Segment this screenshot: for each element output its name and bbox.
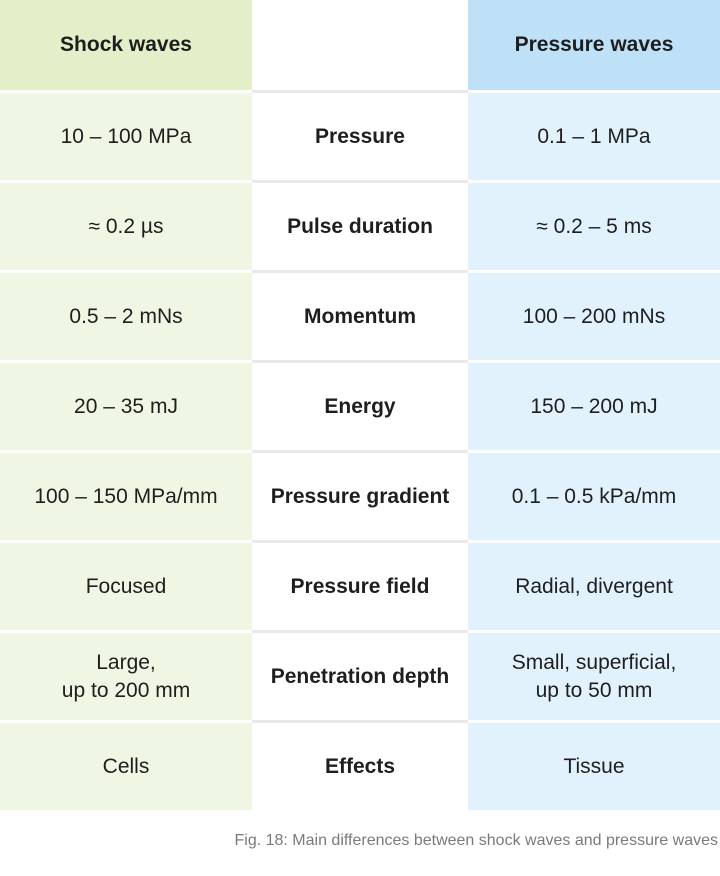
table-row: Cells Effects Tissue xyxy=(0,720,720,810)
table-row: 100 – 150 MPa/mm Pressure gradient 0.1 –… xyxy=(0,450,720,540)
table-row: 20 – 35 mJ Energy 150 – 200 mJ xyxy=(0,360,720,450)
table-row: Focused Pressure field Radial, divergent xyxy=(0,540,720,630)
pressure-value: 100 – 200 mNs xyxy=(468,270,720,360)
comparison-table: Shock waves Pressure waves 10 – 100 MPa … xyxy=(0,0,720,810)
shock-value: 100 – 150 MPa/mm xyxy=(0,450,252,540)
pressure-value: 0.1 – 1 MPa xyxy=(468,90,720,180)
parameter-label: Momentum xyxy=(252,270,468,360)
pressure-value: ≈ 0.2 – 5 ms xyxy=(468,180,720,270)
pressure-value: Small, superficial, up to 50 mm xyxy=(468,630,720,720)
table-row: 0.5 – 2 mNs Momentum 100 – 200 mNs xyxy=(0,270,720,360)
pressure-value: 150 – 200 mJ xyxy=(468,360,720,450)
pressure-value: Tissue xyxy=(468,720,720,810)
parameter-label: Pressure field xyxy=(252,540,468,630)
shock-value: Cells xyxy=(0,720,252,810)
parameter-label: Pressure xyxy=(252,90,468,180)
pressure-value: 0.1 – 0.5 kPa/mm xyxy=(468,450,720,540)
table-row: 10 – 100 MPa Pressure 0.1 – 1 MPa xyxy=(0,90,720,180)
shock-value: Large, up to 200 mm xyxy=(0,630,252,720)
parameter-label: Pressure gradient xyxy=(252,450,468,540)
shock-value: 10 – 100 MPa xyxy=(0,90,252,180)
shock-value: Focused xyxy=(0,540,252,630)
parameter-label: Pulse duration xyxy=(252,180,468,270)
parameter-label: Effects xyxy=(252,720,468,810)
parameter-label: Penetration depth xyxy=(252,630,468,720)
shock-value: ≈ 0.2 µs xyxy=(0,180,252,270)
figure-caption: Fig. 18: Main differences between shock … xyxy=(234,832,718,849)
shock-value: 20 – 35 mJ xyxy=(0,360,252,450)
table-row: ≈ 0.2 µs Pulse duration ≈ 0.2 – 5 ms xyxy=(0,180,720,270)
shock-waves-header: Shock waves xyxy=(0,0,252,90)
pressure-waves-header: Pressure waves xyxy=(468,0,720,90)
table-header-row: Shock waves Pressure waves xyxy=(0,0,720,90)
parameter-header xyxy=(252,0,468,90)
parameter-label: Energy xyxy=(252,360,468,450)
pressure-value: Radial, divergent xyxy=(468,540,720,630)
shock-value: 0.5 – 2 mNs xyxy=(0,270,252,360)
table-row: Large, up to 200 mm Penetration depth Sm… xyxy=(0,630,720,720)
